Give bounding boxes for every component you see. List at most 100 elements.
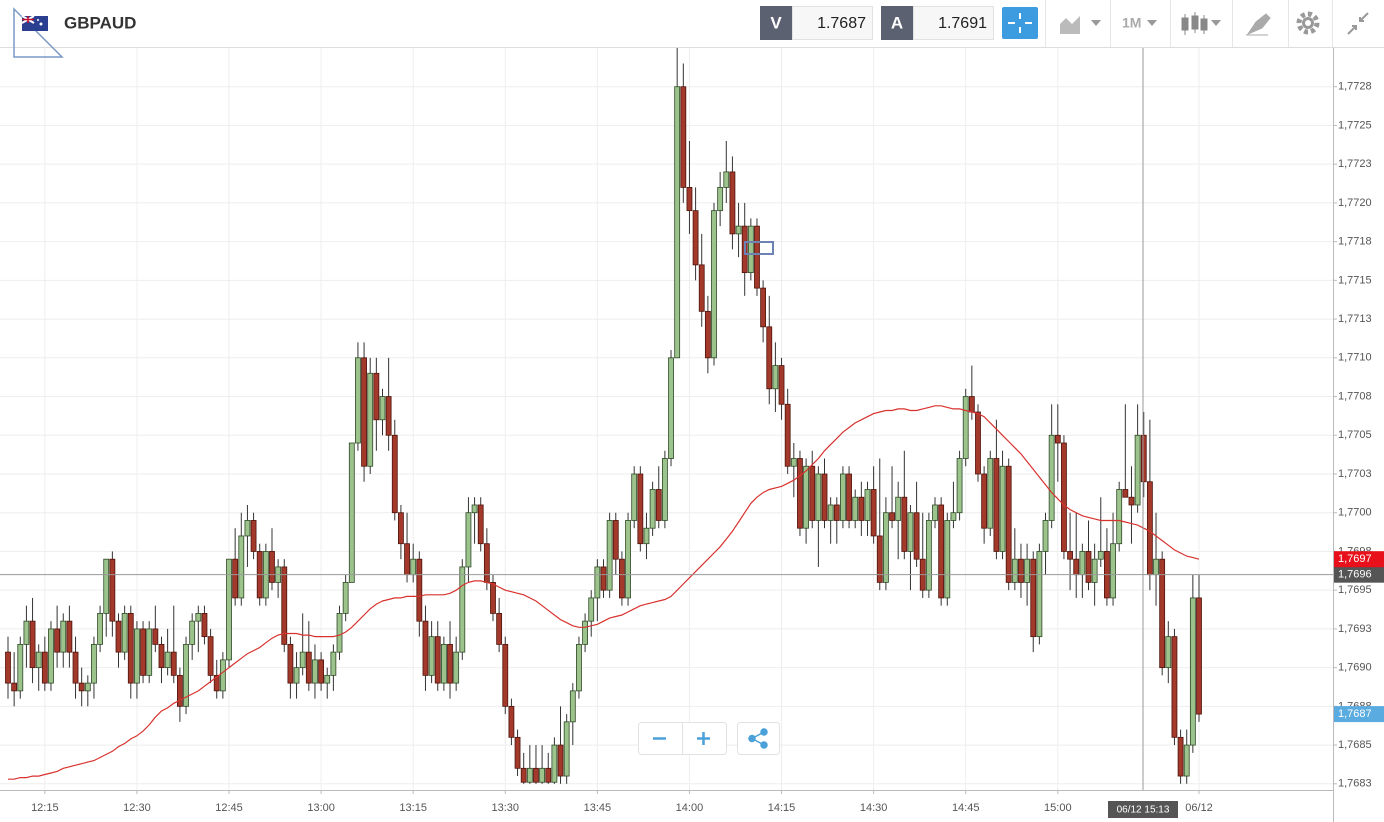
candle-body [84,682,91,692]
candle-body [404,543,410,576]
candle-body [361,357,367,467]
candle-body [330,651,337,676]
crosshair-button[interactable] [1002,7,1038,39]
candle-body [287,643,294,684]
candle-body [342,582,349,614]
x-tick-label: 14:45 [952,802,980,814]
candle-body [772,365,779,390]
candle-body [385,396,392,436]
x-tick-label: 13:15 [399,802,427,814]
share-button[interactable] [737,722,780,755]
candle-body [1048,434,1055,521]
candle-body [809,465,816,521]
selection-box [744,241,774,255]
candle-body [1165,636,1172,669]
candle-body [434,636,441,684]
candle-body [870,489,877,537]
candle-body [723,171,730,188]
y-tick-label: 1,7725 [1338,119,1372,131]
ask-box [913,6,994,40]
candle-body [1110,543,1116,599]
candle-type-button[interactable] [1181,12,1221,35]
plot-area [5,48,1202,784]
candle-body [846,473,852,521]
zoom-controls [638,722,780,755]
y-tick-label: 1,7723 [1338,158,1372,170]
candle-body [576,643,582,692]
candle-body [612,520,619,560]
x-tick-label: 13:45 [584,802,612,814]
ask-price: 1.7691 [938,15,987,32]
crosshair-icon [1008,13,1032,33]
candle-body [883,512,889,583]
candle-body [453,651,460,684]
candle-body [1183,744,1190,777]
crosshair-price-badge [1333,566,1384,583]
candle-body [379,396,386,421]
candle-body [526,767,533,783]
collapse-button[interactable] [1347,12,1369,35]
candle-body [784,403,791,467]
candle-body [477,504,484,545]
candle-body [152,628,159,645]
x-tick-label: 12:15 [31,802,59,814]
candle-body [176,674,183,707]
candle-body [821,473,828,521]
candle-body [655,489,662,521]
ask-label: A [891,13,903,32]
flag-icon [21,15,48,31]
drawing-tool-button[interactable] [1246,13,1271,36]
candle-body [367,372,374,467]
candle-body [637,473,644,545]
candle-body [465,512,472,568]
share-icon [748,728,768,749]
candle-body [661,458,668,521]
candle-body [692,210,699,266]
candle-body [312,659,318,684]
candle-body [140,628,146,676]
candle-body [299,651,306,669]
candle-body [643,527,650,545]
candle-body [1134,434,1141,506]
candle-body [950,512,957,521]
candle-body [29,620,36,669]
candle-body [557,744,564,777]
chart-type-button[interactable] [1060,16,1101,34]
candle-body [490,582,496,614]
y-tick-label: 1,7720 [1338,197,1372,209]
candle-body [551,744,558,783]
settings-button[interactable] [1296,11,1320,35]
candle-body [1159,558,1166,669]
candle-body [121,613,128,653]
candle-body [146,628,153,676]
candle-body [54,628,61,653]
candle-body [1005,465,1012,583]
candle-body [711,210,717,359]
y-tick-label: 1,7728 [1338,81,1372,93]
candle-body [1079,551,1086,576]
candle-body [23,620,30,645]
candle-body [207,636,214,676]
y-tick-label: 1,7693 [1338,623,1372,635]
candle-body [533,767,539,783]
candle-body [398,512,404,545]
timeframe[interactable]: 1M [1122,15,1141,31]
candle-body [410,558,417,576]
candle-body [797,458,803,529]
zoom-in-button[interactable] [697,732,710,745]
timeframe-arrow [1147,20,1157,26]
candle-body [600,566,607,591]
candle-body [625,520,631,599]
bid-box [792,6,873,40]
candle-body [219,659,226,692]
candle-body [907,512,914,552]
candle-body [827,504,834,521]
candle-body [864,489,871,521]
candle-body [164,651,171,669]
y-tick-label: 1,7690 [1338,662,1372,674]
candle-body [514,736,521,769]
y-tick-label: 1,7718 [1338,236,1372,248]
candle-body [852,496,859,521]
candle-body [1146,481,1153,576]
